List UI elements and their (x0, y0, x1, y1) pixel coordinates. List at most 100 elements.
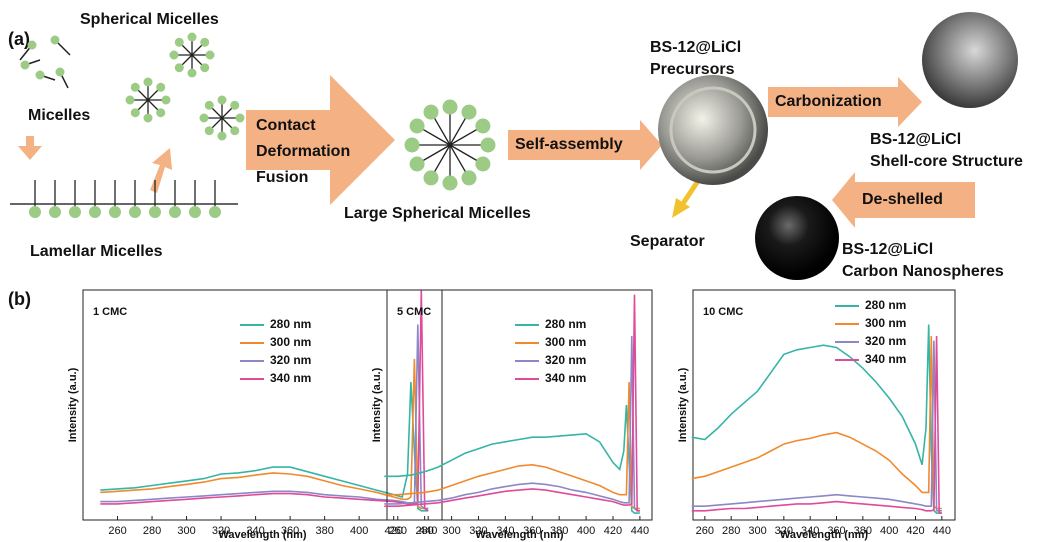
label: Separator (630, 233, 705, 250)
micelle-head (405, 138, 420, 153)
surfactant-head (28, 41, 37, 50)
arrow (18, 136, 42, 160)
legend-label: 300 nm (545, 335, 586, 349)
label: Carbonization (775, 93, 882, 110)
x-tick-label: 300 (442, 525, 460, 537)
x-tick-label: 260 (696, 525, 714, 537)
x-tick-label: 440 (631, 525, 649, 537)
legend-label: 320 nm (865, 334, 906, 348)
surfactant-head (56, 68, 65, 77)
legend-label: 320 nm (270, 353, 311, 367)
micelle-head (126, 96, 135, 105)
legend-label: 340 nm (865, 352, 906, 366)
label: De-shelled (862, 191, 943, 208)
x-axis-title: Wavelength (nm) (218, 529, 307, 541)
label: Micelles (28, 107, 90, 124)
micelle-head (200, 63, 209, 72)
micelle-head (462, 170, 477, 185)
legend-label: 280 nm (270, 317, 311, 331)
surfactant-head (21, 61, 30, 70)
chart-title: 1 CMC (93, 306, 127, 318)
lamellar-head (29, 206, 41, 218)
label: BS-12@LiCl (870, 131, 961, 148)
surfactant-head (36, 71, 45, 80)
x-tick-label: 440 (933, 525, 951, 537)
label: Carbon Nanospheres (842, 263, 1004, 280)
lamellar-head (169, 206, 181, 218)
micelle-head (475, 157, 490, 172)
micelle-head (162, 96, 171, 105)
micelle-head (443, 100, 458, 115)
micelle-head (205, 101, 214, 110)
label: Self-assembly (515, 136, 623, 153)
micelle-head (424, 170, 439, 185)
label: Lamellar Micelles (30, 243, 163, 260)
chart-title: 5 CMC (397, 306, 431, 318)
micelle-head (481, 138, 496, 153)
micelle-head (156, 83, 165, 92)
label: Large Spherical Micelles (344, 205, 531, 222)
sphere (755, 196, 839, 280)
micelle-head (443, 176, 458, 191)
label: Spherical Micelles (80, 11, 219, 28)
micelle-head (200, 38, 209, 47)
micelle-head (410, 119, 425, 134)
micelle-head (170, 51, 179, 60)
x-tick-label: 400 (577, 525, 595, 537)
x-axis-title: Wavelength (nm) (475, 529, 564, 541)
lamellar-head (89, 206, 101, 218)
micelle-head (205, 126, 214, 135)
label: Contact (256, 117, 316, 134)
lamellar-head (209, 206, 221, 218)
micelle-head (144, 114, 153, 123)
lamellar-head (109, 206, 121, 218)
chart-title: 10 CMC (703, 306, 743, 318)
legend-label: 300 nm (865, 316, 906, 330)
micelle-head (200, 114, 209, 123)
x-tick-label: 280 (722, 525, 740, 537)
label: Precursors (650, 61, 735, 78)
label: Deformation (256, 143, 350, 160)
micelle-head (156, 108, 165, 117)
micelle-head (131, 108, 140, 117)
lamellar-head (49, 206, 61, 218)
y-axis-title: Intensity (a.u.) (67, 367, 79, 442)
panel-label: (b) (8, 289, 31, 309)
micelle-head (131, 83, 140, 92)
micelle-head (188, 69, 197, 78)
micelle-head (230, 126, 239, 135)
micelle-head (218, 132, 227, 141)
legend-label: 320 nm (545, 353, 586, 367)
legend-label: 340 nm (270, 371, 311, 385)
micelle-head (218, 96, 227, 105)
arrow (150, 148, 172, 193)
lamellar-head (189, 206, 201, 218)
micelle-head (175, 63, 184, 72)
label: Fusion (256, 169, 308, 186)
micelle-head (475, 119, 490, 134)
sphere (658, 75, 768, 185)
micelle-head (424, 105, 439, 120)
micelle-head (410, 157, 425, 172)
x-tick-label: 280 (143, 525, 161, 537)
x-tick-label: 260 (389, 525, 407, 537)
legend-label: 280 nm (865, 298, 906, 312)
x-tick-label: 280 (415, 525, 433, 537)
y-axis-title: Intensity (a.u.) (371, 367, 383, 442)
diagram-shapes (10, 12, 1018, 280)
panel-label: (a) (8, 29, 30, 49)
x-tick-label: 420 (604, 525, 622, 537)
lamellar-head (69, 206, 81, 218)
legend-label: 340 nm (545, 371, 586, 385)
label: Shell-core Structure (870, 153, 1023, 170)
x-tick-label: 380 (315, 525, 333, 537)
micelle-head (462, 105, 477, 120)
lamellar-head (149, 206, 161, 218)
legend-label: 300 nm (270, 335, 311, 349)
micelle-head (188, 33, 197, 42)
x-tick-label: 300 (748, 525, 766, 537)
y-axis-title: Intensity (a.u.) (677, 367, 689, 442)
figure: (a) Spherical Micelles Micelles Lamellar… (0, 0, 1063, 542)
lamellar-head (129, 206, 141, 218)
label: BS-12@LiCl (842, 241, 933, 258)
